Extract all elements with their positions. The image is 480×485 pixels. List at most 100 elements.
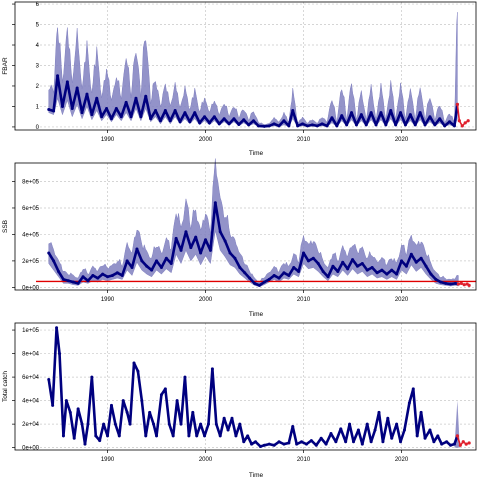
data-point [227,122,231,126]
data-point [183,375,187,379]
data-point [203,115,207,119]
data-point [155,434,159,438]
data-point [242,118,246,122]
data-point [86,279,90,283]
data-point [120,273,124,277]
data-point [300,440,304,444]
data-point [203,434,207,438]
data-point [418,111,422,115]
data-point [324,442,328,446]
data-point [408,113,412,117]
data-point [297,269,301,273]
data-point [248,276,252,280]
x-tick-label: 2020 [395,137,409,143]
data-point [168,119,172,123]
data-point [296,124,300,128]
data-point [210,367,214,371]
data-point [409,252,413,256]
data-point [428,115,432,119]
data-point [351,258,355,262]
data-point [199,422,203,426]
data-point [247,123,251,127]
data-point [226,428,230,432]
data-point [184,230,188,234]
data-point [242,440,246,444]
data-point [414,260,418,264]
data-point [310,123,314,127]
data-point [346,267,350,271]
data-point [214,422,218,426]
data-point [195,434,199,438]
y-tick-label: 8e+04 [22,352,40,358]
data-point [452,442,456,446]
projection-point [466,119,470,123]
panel-frame [14,162,477,291]
projection-point [457,119,461,123]
data-point [352,440,356,444]
data-point [61,434,65,438]
data-point [234,434,238,438]
data-point [258,444,262,448]
grid [36,163,476,290]
data-point [301,122,305,126]
data-point [70,106,74,110]
data-point [66,279,70,283]
projection-point [464,442,468,446]
x-tick-label: 2020 [395,297,409,303]
data-point [140,399,144,403]
projection-point [467,283,471,287]
y-tick-label: 2e+04 [22,422,40,428]
data-point [90,113,94,117]
data-point [444,281,448,285]
data-point [86,422,90,426]
data-point [374,123,378,127]
data-point [64,399,68,403]
data-point [448,120,452,124]
y-tick-label: 2e+05 [22,259,40,265]
data-point [440,442,444,446]
data-point [110,273,114,277]
y-tick-label: 6 [36,2,40,8]
x-tick-label: 2000 [199,297,213,303]
data-point [179,248,183,252]
data-point [423,123,427,127]
uncertainty-band [48,12,458,127]
data-point [114,106,118,110]
data-point [222,416,226,420]
data-point [193,111,197,115]
data-point [47,251,51,255]
data-point [326,275,330,279]
projection-point [458,443,462,447]
data-point [144,94,148,98]
data-point [309,439,313,443]
data-point [399,111,403,115]
panel-frame [14,1,477,131]
data-point [424,264,428,268]
data-point [330,116,334,120]
data-point [189,246,193,250]
data-point [125,259,129,263]
data-point [385,272,389,276]
data-point [325,124,329,128]
data-point [386,416,390,420]
data-point [223,239,227,243]
data-point [364,123,368,127]
data-point [262,280,266,284]
data-point [134,96,138,100]
data-point [68,410,72,414]
data-point [359,113,363,117]
data-point [212,115,216,119]
data-point [344,440,348,444]
data-point [369,111,373,115]
data-point [222,117,226,121]
data-point [302,251,306,255]
x-tick-label: 1990 [101,297,115,303]
projection-point [461,440,465,444]
data-point [136,369,140,373]
data-point [128,422,132,426]
data-point [345,123,349,127]
data-point [379,111,383,115]
panel-1: 1990 2000 2010 2020 0 1 2 3 4 5 6 Time FBAR [2,1,477,157]
projection-point [460,124,464,128]
data-point [423,436,427,440]
